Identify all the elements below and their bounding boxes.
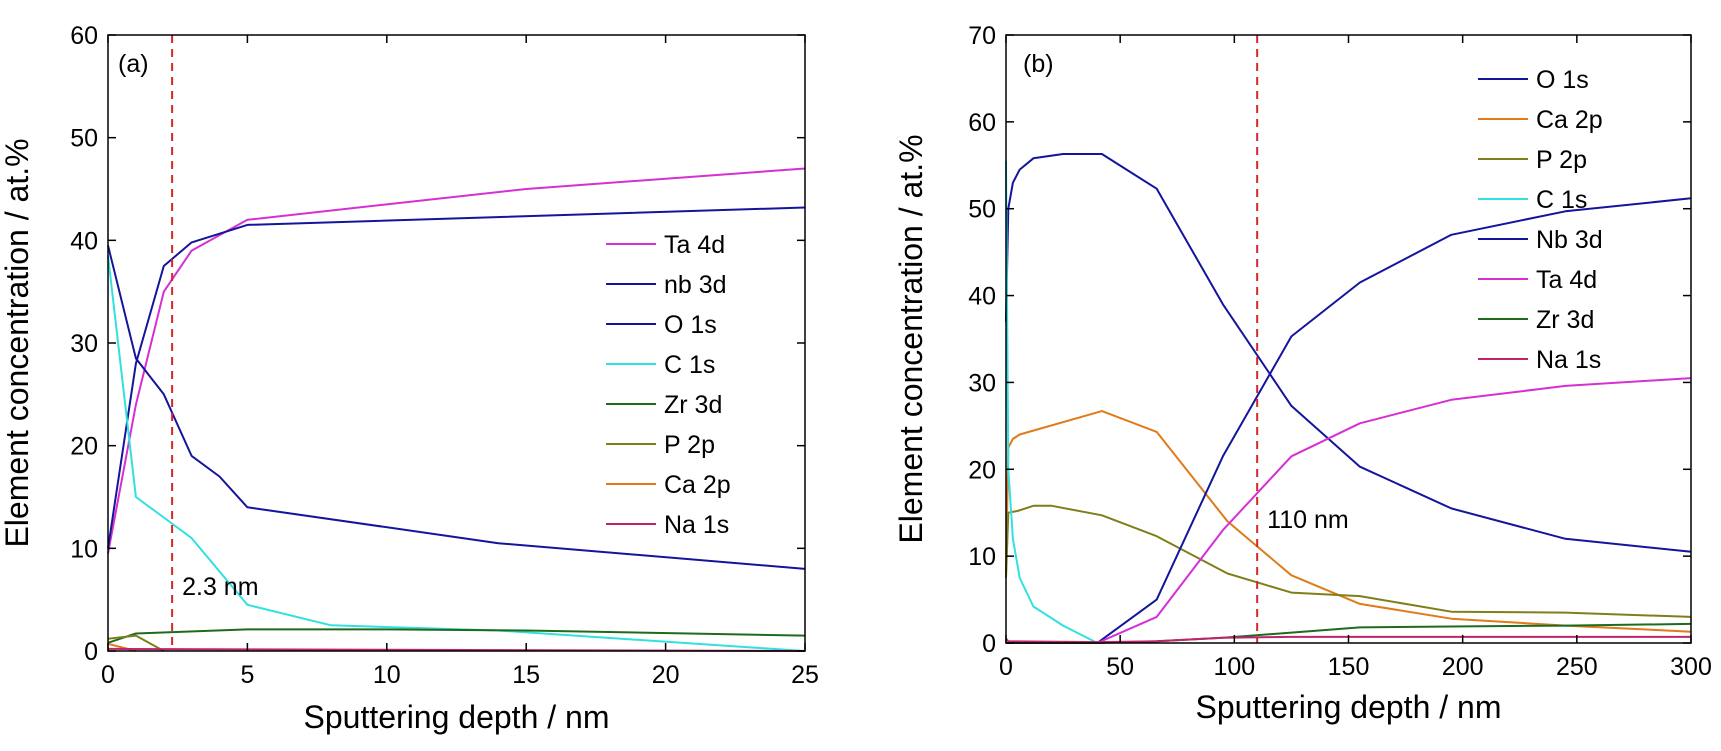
y-tick-label: 0 bbox=[84, 638, 98, 666]
legend-label-c-1s: C 1s bbox=[664, 351, 715, 379]
y-tick-label: 70 bbox=[968, 22, 996, 50]
y-tick-label: 30 bbox=[968, 369, 996, 397]
x-tick-label: 20 bbox=[652, 661, 680, 689]
series-line-ta-4d bbox=[1006, 377, 1692, 644]
legend-label-zr-3d: Zr 3d bbox=[1536, 306, 1594, 334]
legend-label-na-1s: Na 1s bbox=[1536, 346, 1601, 374]
series-line-p-2p bbox=[107, 634, 165, 652]
legend: Ta 4d nb 3d O 1s C 1s Zr 3d P 2p Ca 2p Na 1s bbox=[606, 231, 731, 539]
y-tick-label: 60 bbox=[70, 22, 98, 50]
x-tick-label: 15 bbox=[512, 661, 540, 689]
legend-label-nb-3d: nb 3d bbox=[664, 271, 727, 299]
series-line-p-2p bbox=[1005, 504, 1692, 618]
series-lines bbox=[107, 167, 806, 652]
x-tick-label: 0 bbox=[999, 653, 1013, 681]
legend-label-ta-4d: Ta 4d bbox=[664, 231, 725, 259]
x-axis-title: Sputtering depth / nm bbox=[1196, 689, 1502, 725]
x-tick-label: 200 bbox=[1442, 653, 1484, 681]
legend-label-p-2p: P 2p bbox=[1536, 146, 1587, 174]
y-tick-label: 50 bbox=[70, 125, 98, 153]
panel-label: (b) bbox=[1023, 50, 1054, 78]
y-axis-title: Element concentration / at.% bbox=[893, 134, 929, 543]
x-tick-label: 150 bbox=[1328, 653, 1370, 681]
y-tick-label: 40 bbox=[968, 283, 996, 311]
x-axis-title: Sputtering depth / nm bbox=[304, 699, 610, 735]
legend: O 1s Ca 2p P 2p C 1s Nb 3d Ta 4d Zr 3d Na 1s bbox=[1478, 66, 1603, 374]
legend-label-ca-2p: Ca 2p bbox=[1536, 106, 1603, 134]
legend-label-c-1s: C 1s bbox=[1536, 186, 1587, 214]
series-line-nb-3d bbox=[107, 206, 806, 549]
legend-label-nb-3d: Nb 3d bbox=[1536, 226, 1603, 254]
y-tick-label: 50 bbox=[968, 196, 996, 224]
panel-label: (a) bbox=[118, 50, 149, 78]
y-tick-label: 0 bbox=[982, 630, 996, 658]
series-line-ta-4d bbox=[107, 167, 806, 554]
panel-b: 110 nm 0 50 100 150 200 250 300 0 10 20 30 40 50 60 70 S… bbox=[893, 22, 1712, 725]
series-line-o-1s bbox=[107, 245, 806, 570]
x-tick-label: 100 bbox=[1213, 653, 1255, 681]
y-tick-label: 20 bbox=[70, 433, 98, 461]
y-tick-label: 30 bbox=[70, 330, 98, 358]
x-tick-label: 250 bbox=[1556, 653, 1598, 681]
series-line-nb-3d bbox=[1006, 197, 1692, 644]
legend-label-na-1s: Na 1s bbox=[664, 511, 729, 539]
series-line-c-1s bbox=[1005, 160, 1098, 644]
y-tick-label: 60 bbox=[968, 109, 996, 137]
y-tick-label: 40 bbox=[70, 227, 98, 255]
legend-label-ta-4d: Ta 4d bbox=[1536, 266, 1597, 294]
y-tick-label: 10 bbox=[968, 543, 996, 571]
legend-label-o-1s: O 1s bbox=[1536, 66, 1589, 94]
y-tick-label: 10 bbox=[70, 535, 98, 563]
legend-label-ca-2p: Ca 2p bbox=[664, 471, 731, 499]
panel-a: 2.3 nm 0 5 10 15 20 25 0 10 20 30 40 50 60 Sputtering … bbox=[0, 22, 819, 735]
legend-label-p-2p: P 2p bbox=[664, 431, 715, 459]
legend-label-zr-3d: Zr 3d bbox=[664, 391, 722, 419]
x-tick-label: 300 bbox=[1670, 653, 1712, 681]
marker-label: 2.3 nm bbox=[182, 573, 258, 601]
series-line-zr-3d bbox=[107, 628, 806, 644]
x-tick-label: 0 bbox=[101, 661, 115, 689]
plot-frame bbox=[107, 34, 806, 652]
y-axis-title: Element concentration / at.% bbox=[0, 138, 35, 547]
x-tick-label: 10 bbox=[373, 661, 401, 689]
series-line-ca-2p bbox=[1005, 410, 1692, 633]
legend-label-o-1s: O 1s bbox=[664, 311, 717, 339]
series-line-o-1s bbox=[1005, 153, 1692, 553]
y-tick-label: 20 bbox=[968, 456, 996, 484]
x-tick-label: 50 bbox=[1106, 653, 1134, 681]
x-tick-label: 25 bbox=[791, 661, 819, 689]
x-tick-label: 5 bbox=[240, 661, 254, 689]
marker-label: 110 nm bbox=[1267, 506, 1349, 534]
